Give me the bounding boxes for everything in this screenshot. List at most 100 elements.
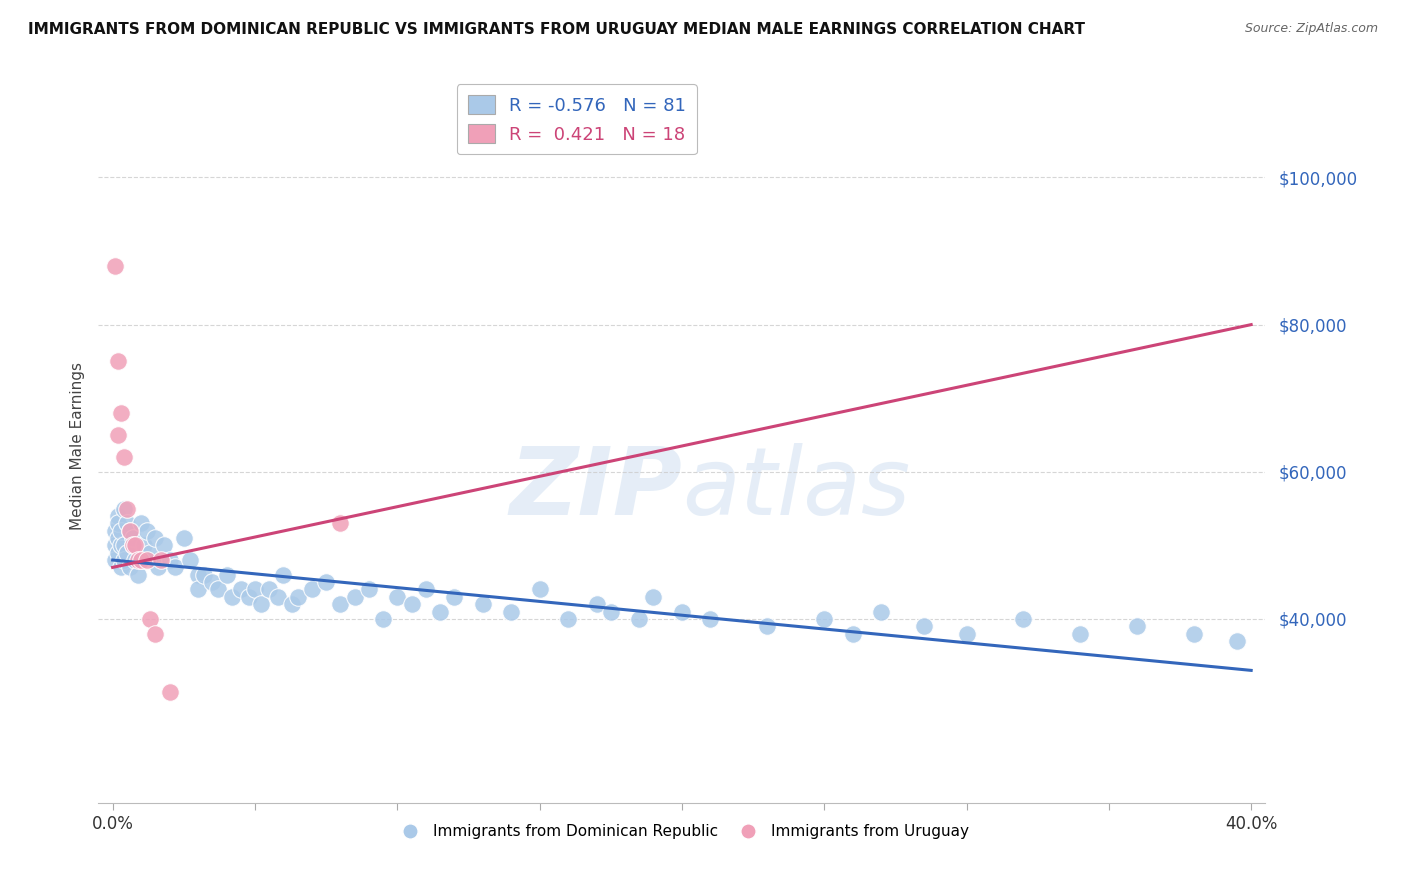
Point <box>138 612 160 626</box>
Point <box>112 538 135 552</box>
Point <box>429 605 451 619</box>
Point <box>173 531 195 545</box>
Point <box>124 553 146 567</box>
Point <box>112 553 135 567</box>
Point <box>127 567 149 582</box>
Text: IMMIGRANTS FROM DOMINICAN REPUBLIC VS IMMIGRANTS FROM URUGUAY MEDIAN MALE EARNIN: IMMIGRANTS FROM DOMINICAN REPUBLIC VS IM… <box>28 22 1085 37</box>
Point <box>135 553 157 567</box>
Point <box>165 560 187 574</box>
Point <box>221 590 243 604</box>
Point <box>132 538 155 552</box>
Point <box>127 553 149 567</box>
Text: atlas: atlas <box>682 443 910 534</box>
Point <box>215 567 238 582</box>
Point <box>329 516 352 531</box>
Point <box>471 597 494 611</box>
Point <box>249 597 271 611</box>
Point <box>153 538 176 552</box>
Point <box>129 553 152 567</box>
Point <box>121 538 143 552</box>
Point <box>501 605 523 619</box>
Point <box>124 538 146 552</box>
Point <box>1012 612 1035 626</box>
Text: ZIP: ZIP <box>509 442 682 535</box>
Point <box>187 567 209 582</box>
Point <box>955 626 977 640</box>
Point <box>238 590 260 604</box>
Point <box>671 605 693 619</box>
Point <box>315 575 337 590</box>
Point <box>104 524 127 538</box>
Point <box>179 553 201 567</box>
Point <box>110 406 132 420</box>
Point <box>643 590 665 604</box>
Point <box>529 582 551 597</box>
Point <box>401 597 423 611</box>
Point <box>104 538 127 552</box>
Point <box>281 597 304 611</box>
Point <box>150 553 173 567</box>
Point <box>371 612 394 626</box>
Point <box>138 546 160 560</box>
Point <box>107 531 129 545</box>
Point <box>187 582 209 597</box>
Point <box>129 553 152 567</box>
Point <box>143 626 166 640</box>
Point <box>1182 626 1205 640</box>
Text: Source: ZipAtlas.com: Source: ZipAtlas.com <box>1244 22 1378 36</box>
Point <box>443 590 465 604</box>
Point <box>207 582 229 597</box>
Point <box>387 590 409 604</box>
Point <box>121 538 143 552</box>
Point <box>485 832 508 847</box>
Point <box>599 605 621 619</box>
Point <box>104 259 127 273</box>
Point <box>107 546 129 560</box>
Point <box>115 516 138 531</box>
Point <box>628 612 651 626</box>
Y-axis label: Median Male Earnings: Median Male Earnings <box>69 362 84 530</box>
Point <box>104 553 127 567</box>
Point <box>121 531 143 545</box>
Point <box>229 582 252 597</box>
Point <box>115 546 138 560</box>
Point <box>201 575 224 590</box>
Point <box>112 450 135 464</box>
Point <box>357 582 380 597</box>
Point <box>110 524 132 538</box>
Point <box>1226 634 1249 648</box>
Point <box>135 524 157 538</box>
Point <box>107 428 129 442</box>
Point <box>699 612 721 626</box>
Point <box>329 597 352 611</box>
Point <box>267 590 290 604</box>
Point <box>129 516 152 531</box>
Point <box>107 354 129 368</box>
Point <box>112 501 135 516</box>
Point <box>257 582 280 597</box>
Point <box>193 567 215 582</box>
Point <box>148 560 170 574</box>
Legend: Immigrants from Dominican Republic, Immigrants from Uruguay: Immigrants from Dominican Republic, Immi… <box>388 818 976 845</box>
Point <box>118 524 141 538</box>
Point <box>118 560 141 574</box>
Point <box>243 582 266 597</box>
Point <box>813 612 835 626</box>
Point <box>143 531 166 545</box>
Point <box>343 590 366 604</box>
Point <box>585 597 607 611</box>
Point <box>159 553 181 567</box>
Point <box>1126 619 1149 633</box>
Point <box>107 516 129 531</box>
Point <box>841 626 863 640</box>
Point <box>107 508 129 523</box>
Point <box>110 538 132 552</box>
Point <box>301 582 323 597</box>
Point <box>287 590 309 604</box>
Point <box>110 560 132 574</box>
Point <box>1069 626 1091 640</box>
Point <box>159 685 181 699</box>
Point <box>912 619 935 633</box>
Point <box>115 501 138 516</box>
Point <box>756 619 779 633</box>
